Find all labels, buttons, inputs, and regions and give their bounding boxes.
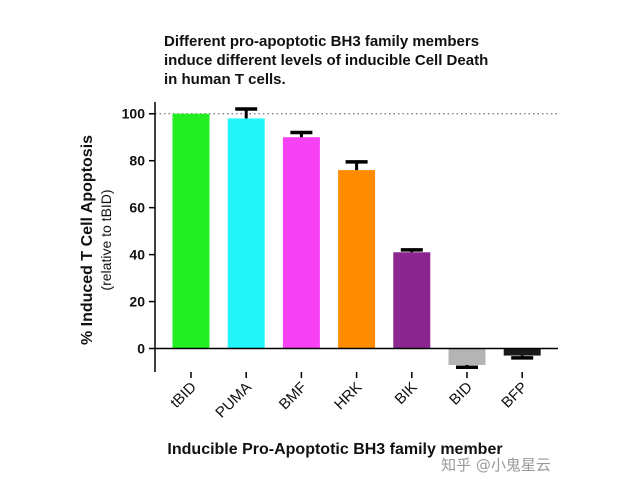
y-tick-label: 80 [129,153,145,169]
bar-bfp [503,348,541,356]
watermark: 知乎 @小鬼星云 [441,456,551,474]
x-axis-title: Inducible Pro-Apoptotic BH3 family membe… [167,441,502,458]
bar-bmf [282,137,320,349]
y-axis-subtitle-group: (relative to tBID) [98,189,114,290]
title-line-2: induce different levels of inducible Cel… [164,52,488,69]
x-tick-label-bid: BID [446,379,476,409]
y-tick-label: 20 [129,294,145,310]
x-tick-label-puma: PUMA [212,379,255,422]
x-tick-label-group: BFP [498,379,531,412]
x-tick-label-group: BIK [392,379,421,408]
y-tick-label: 0 [137,341,145,357]
x-tick-label-group: BMF [276,379,310,413]
bar-bid [448,348,486,365]
y-tick-label: 100 [122,106,146,122]
x-tick-label-bik: BIK [392,379,421,408]
x-tick-label-group: tBID [167,379,200,412]
y-tick-label: 40 [129,247,145,263]
y-axis-title-group: % Induced T Cell Apoptosis [79,135,96,345]
x-axis-ticks: tBID PUMA BMF HRK BIK BID BFP [167,372,531,421]
title-line-1: Different pro-apoptotic BH3 family membe… [164,33,479,50]
x-tick-label-bmf: BMF [276,379,310,413]
bar-puma [227,118,265,349]
error-bars-layer [235,107,534,370]
y-axis-subtitle: (relative to tBID) [98,189,114,290]
x-tick-label-group: HRK [331,379,365,413]
y-axis-ticks: 0 20 40 60 80 100 [122,106,155,357]
y-tick-label: 60 [129,200,145,216]
bars-layer [172,113,541,365]
chart-title: Different pro-apoptotic BH3 family membe… [164,33,488,88]
bar-hrk [338,170,376,349]
y-axis-title: % Induced T Cell Apoptosis [79,135,96,345]
x-tick-label-tbid: tBID [167,379,200,412]
bar-bik [393,252,431,349]
x-tick-label-bfp: BFP [498,379,531,412]
x-tick-label-group: PUMA [212,379,255,422]
bar-tbid [172,113,210,349]
x-tick-label-group: BID [446,379,476,409]
title-line-3: in human T cells. [164,71,286,88]
x-tick-label-hrk: HRK [331,379,365,413]
